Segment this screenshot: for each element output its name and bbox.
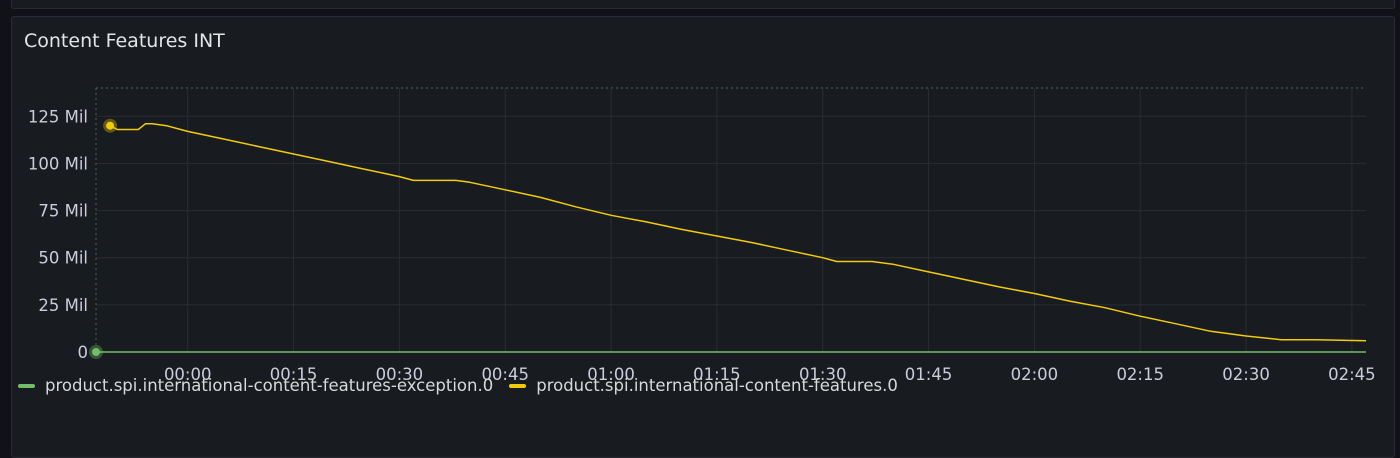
series-marker-1 — [106, 121, 115, 130]
x-tick-label: 00:30 — [376, 365, 424, 384]
legend-swatch-exception — [18, 383, 35, 388]
x-tick-label: 02:45 — [1328, 365, 1376, 384]
x-tick-label: 01:00 — [587, 365, 635, 384]
legend-item-features[interactable]: product.spi.international-content-featur… — [509, 376, 898, 395]
x-tick-label: 02:30 — [1222, 365, 1270, 384]
previous-panel-edge — [11, 0, 1395, 9]
y-tick-label: 75 Mil — [38, 202, 88, 221]
x-tick-label: 00:00 — [164, 365, 212, 384]
x-tick-label: 01:15 — [693, 365, 741, 384]
legend-label-exception: product.spi.international-content-featur… — [45, 376, 494, 395]
y-tick-label: 0 — [78, 343, 89, 362]
legend-swatch-features — [509, 383, 527, 388]
x-tick-label: 00:45 — [481, 365, 529, 384]
legend: product.spi.international-content-featur… — [18, 376, 914, 395]
x-tick-label: 00:15 — [270, 365, 318, 384]
y-tick-label: 100 Mil — [28, 154, 88, 173]
y-tick-label: 125 Mil — [28, 107, 88, 126]
x-tick-label: 02:00 — [1011, 365, 1059, 384]
y-tick-label: 25 Mil — [38, 296, 88, 315]
series-marker-0 — [92, 348, 100, 356]
legend-item-exception[interactable]: product.spi.international-content-featur… — [18, 376, 493, 395]
x-tick-label: 02:15 — [1116, 365, 1164, 384]
panel-title: Content Features INT — [24, 30, 225, 52]
x-tick-label: 01:45 — [905, 365, 953, 384]
legend-label-features: product.spi.international-content-featur… — [536, 376, 898, 395]
series-line-1 — [109, 123, 1367, 342]
y-tick-label: 50 Mil — [38, 249, 88, 268]
x-tick-label: 01:30 — [799, 365, 847, 384]
